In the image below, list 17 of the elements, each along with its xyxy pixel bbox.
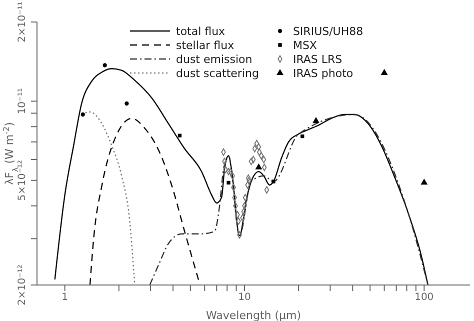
x-axis-title: Wavelength (μm): [206, 309, 302, 321]
y-tick-label: 10⁻¹¹: [17, 88, 28, 114]
x-tick-label: 10: [238, 292, 251, 304]
point: [258, 152, 264, 160]
x-tick-label: 1: [62, 292, 68, 304]
x-tick-label: 100: [414, 292, 434, 304]
legend-label: total flux: [176, 24, 226, 38]
legend-label: stellar flux: [176, 38, 234, 52]
legend-label: dust scattering: [176, 66, 259, 80]
legend-label: MSX: [292, 38, 317, 52]
y-tick-label: 2×10⁻¹¹: [17, 2, 28, 42]
legend-label: IRAS photo: [292, 66, 354, 80]
y-tick-label: 5×10⁻¹²: [17, 160, 28, 201]
legend-label: IRAS LRS: [292, 52, 342, 66]
legend-label: dust emission: [176, 52, 252, 66]
legend-label: SIRIUS/UH88: [292, 24, 364, 38]
y-tick-label: 2×10⁻¹²: [17, 264, 28, 306]
